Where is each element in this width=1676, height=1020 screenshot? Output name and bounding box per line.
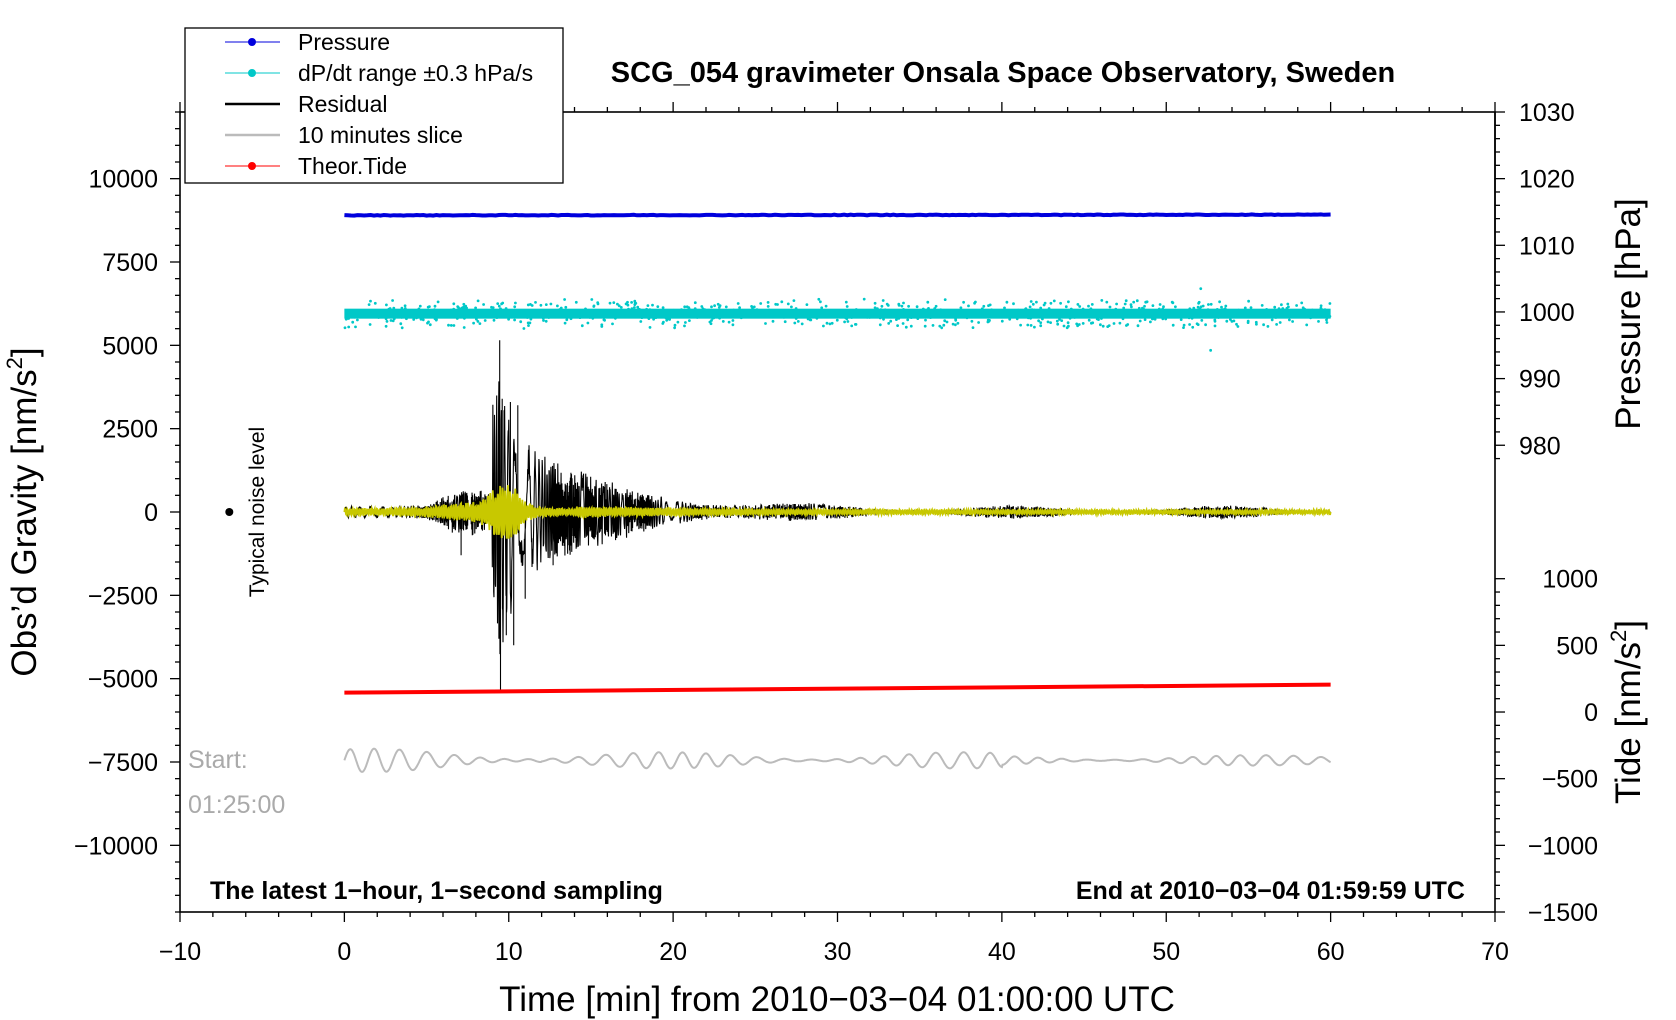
x-tick-label: 20: [659, 938, 687, 966]
pressure-tick-label: 1010: [1519, 232, 1575, 260]
tide-axis-title-sup: 2: [1606, 630, 1631, 642]
pressure-axis-title: Pressure [hPa]: [1609, 198, 1648, 430]
tide-tick-label: −1500: [1528, 899, 1598, 927]
x-tick-label: 40: [988, 938, 1016, 966]
y-tick-label: 7500: [102, 249, 158, 277]
y-axis-left-title: Obs’d Gravity [nm/s2]: [2, 347, 44, 676]
pressure-tick-label: 980: [1519, 432, 1561, 460]
y-tick-label: 5000: [102, 332, 158, 360]
legend-box: [184, 27, 564, 184]
y-axis-left-title-main: Obs’d Gravity [nm/s: [5, 369, 44, 676]
footer-right-label: End at 2010−03−04 01:59:59 UTC: [1076, 877, 1465, 905]
slice-series: [343, 747, 1332, 773]
pressure-tick-label: 1000: [1519, 299, 1575, 327]
y-axis-left-ticks: 10000 7500 5000 2500 0 −2500 −5000 −7500 −10000: [74, 111, 180, 913]
filtered-line: [343, 485, 1332, 539]
y-tick-label: −10000: [74, 832, 158, 860]
tide-tick-label: −1000: [1528, 832, 1598, 860]
y-tick-label: 10000: [88, 166, 158, 194]
residual-series: [343, 340, 1331, 692]
x-tick-label: 0: [337, 938, 351, 966]
x-tick-label: 50: [1152, 938, 1180, 966]
y-axis-left-title-end: ]: [5, 347, 44, 357]
tide-axis-title-main: Tide [nm/s: [1609, 642, 1648, 804]
x-tick-label: 70: [1481, 938, 1509, 966]
pressure-tick-label: 1030: [1519, 99, 1575, 127]
x-tick-label: 10: [495, 938, 523, 966]
pressure-tick-label: 990: [1519, 366, 1561, 394]
legend-marker: [248, 162, 256, 170]
y-tick-label: −7500: [88, 749, 158, 777]
y-tick-label: −5000: [88, 666, 158, 694]
x-tick-label: 60: [1317, 938, 1345, 966]
slice-start-label: Start:: [188, 746, 248, 774]
tide-tick-label: −500: [1542, 766, 1598, 794]
y-tick-label: 0: [144, 499, 158, 527]
tide-axis-title: Tide [nm/s2]: [1606, 620, 1648, 804]
dpdt-points: [343, 287, 1332, 352]
pressure-tick-label: 1020: [1519, 166, 1575, 194]
filtered-residual-series: [343, 485, 1332, 539]
dpdt-band: [344, 308, 1331, 319]
tide-axis-title-end: ]: [1609, 620, 1648, 630]
pressure-series: [344, 212, 1331, 218]
legend-label: Pressure: [298, 29, 390, 55]
noise-level-label: Typical noise level: [246, 427, 269, 597]
dpdt-series: [343, 287, 1332, 352]
tide-line: [344, 682, 1331, 695]
legend-label: Theor.Tide: [298, 153, 407, 179]
noise-level-marker: [225, 508, 234, 516]
slice-line: [343, 747, 1332, 773]
pressure-axis-ticks: 1030 1020 1010 1000 990 980: [1494, 99, 1575, 460]
x-axis-ticks: −10 0 10 20 30 40 50 60 70: [159, 102, 1509, 966]
legend-label: 10 minutes slice: [298, 122, 463, 148]
y-axis-left-title-sup: 2: [2, 357, 27, 369]
tide-series: [344, 682, 1331, 695]
legend-label: dP/dt range ±0.3 hPa/s: [298, 60, 533, 86]
y-tick-label: −2500: [88, 582, 158, 610]
y-tick-label: 2500: [102, 416, 158, 444]
x-axis-title: Time [min] from 2010−03−04 01:00:00 UTC: [499, 980, 1175, 1019]
chart-title: SCG_054 gravimeter Onsala Space Observat…: [611, 57, 1395, 89]
tide-tick-label: 500: [1556, 632, 1598, 660]
pressure-line: [344, 212, 1331, 218]
tide-tick-label: 0: [1584, 699, 1598, 727]
legend: Pressure dP/dt range ±0.3 hPa/s Residual 10…: [184, 27, 564, 184]
x-tick-label: −10: [159, 938, 201, 966]
legend-marker: [248, 69, 256, 77]
footer-left-label: The latest 1−hour, 1−second sampling: [210, 877, 663, 905]
tide-tick-label: 1000: [1542, 566, 1598, 594]
residual-line: [343, 340, 1331, 692]
x-tick-label: 30: [824, 938, 852, 966]
slice-start-time: 01:25:00: [188, 791, 285, 819]
tide-axis-ticks: 1000 500 0 −500 −1000 −1500: [1495, 566, 1598, 927]
legend-marker: [248, 38, 256, 46]
legend-label: Residual: [298, 91, 388, 117]
